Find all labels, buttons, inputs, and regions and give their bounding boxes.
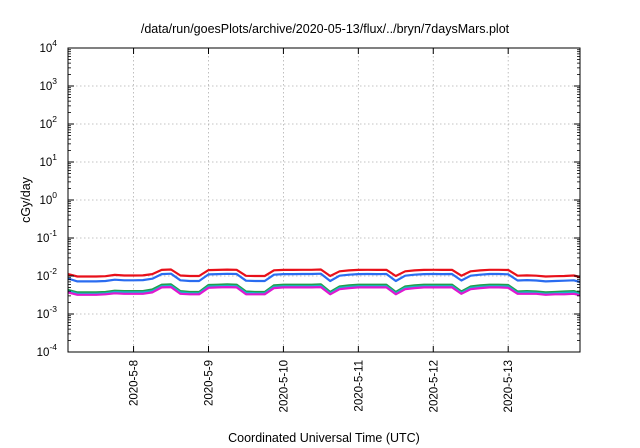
series-group: [67, 268, 581, 297]
y-tick-base: 10: [39, 43, 52, 55]
grid-lines: [68, 48, 580, 352]
y-tick-label: 100: [39, 190, 57, 207]
series-line-2: [67, 272, 581, 284]
y-tick-exponent: 4: [52, 38, 57, 48]
y-tick-label: 10-3: [37, 304, 58, 321]
chart-title: /data/run/goesPlots/archive/2020-05-13/f…: [141, 22, 510, 36]
y-tick-base: 10: [37, 233, 50, 245]
y-tick-base: 10: [39, 81, 52, 93]
y-tick-label: 103: [39, 76, 57, 93]
series-line-5: [67, 286, 581, 297]
y-tick-exponent: -2: [49, 266, 57, 276]
y-tick-base: 10: [39, 119, 52, 131]
y-tick-label: 10-1: [37, 228, 58, 245]
y-tick-base: 10: [39, 195, 52, 207]
y-tick-exponent: -3: [49, 304, 57, 314]
y-tick-exponent: 3: [52, 76, 57, 86]
y-tick-exponent: 2: [52, 114, 57, 124]
x-axis-ticks: 2020-5-8 2020-5-9 2020-5-10 2020-5-11 2020-5…: [129, 48, 515, 412]
y-tick-exponent: 1: [52, 152, 57, 162]
x-tick-label: 2020-5-12: [428, 360, 440, 412]
y-tick-label: 10-2: [37, 266, 58, 283]
y-tick-base: 10: [37, 347, 50, 359]
x-tick-label: 2020-5-11: [353, 360, 365, 412]
series-line-1: [67, 268, 581, 279]
y-tick-exponent: -1: [49, 228, 57, 238]
y-tick-label: 104: [39, 38, 57, 55]
y-tick-exponent: 0: [52, 190, 57, 200]
y-tick-label: 102: [39, 114, 57, 131]
x-tick-label: 2020-5-13: [503, 360, 515, 412]
x-tick-label: 2020-5-10: [278, 360, 290, 412]
y-tick-exponent: -4: [49, 342, 57, 352]
y-tick-base: 10: [39, 157, 52, 169]
y-tick-label: 101: [39, 152, 57, 169]
x-tick-label: 2020-5-8: [129, 360, 141, 406]
y-tick-base: 10: [37, 309, 50, 321]
y-tick-label: 10-4: [37, 342, 58, 359]
y-axis-label: cGy/day: [19, 176, 33, 223]
y-tick-base: 10: [37, 271, 50, 283]
x-tick-label: 2020-5-9: [203, 360, 215, 406]
x-axis-label: Coordinated Universal Time (UTC): [228, 431, 420, 445]
